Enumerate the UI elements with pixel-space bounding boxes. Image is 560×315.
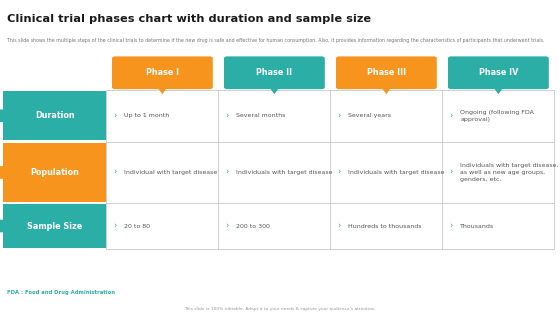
Text: ›: ›: [113, 168, 116, 177]
Circle shape: [0, 220, 12, 232]
Polygon shape: [269, 87, 279, 94]
Text: Clinical trial phases chart with duration and sample size: Clinical trial phases chart with duratio…: [7, 14, 371, 24]
Text: Phase I: Phase I: [146, 68, 179, 77]
Text: ›: ›: [225, 111, 228, 120]
FancyBboxPatch shape: [112, 56, 213, 89]
Circle shape: [0, 110, 12, 122]
Text: This slide shows the multiple steps of the clinical trials to determine if the n: This slide shows the multiple steps of t…: [7, 38, 544, 43]
Text: Phase III: Phase III: [367, 68, 406, 77]
Text: Phase IV: Phase IV: [479, 68, 518, 77]
Text: Individual with target disease: Individual with target disease: [124, 170, 218, 175]
Text: ›: ›: [449, 221, 452, 231]
Circle shape: [0, 167, 12, 178]
Polygon shape: [493, 87, 503, 94]
Text: Ongoing (following FDA
approval): Ongoing (following FDA approval): [460, 110, 534, 122]
Text: Several years: Several years: [348, 113, 391, 118]
Polygon shape: [157, 87, 167, 94]
FancyBboxPatch shape: [224, 56, 325, 89]
FancyBboxPatch shape: [3, 204, 106, 248]
Text: Up to 1 month: Up to 1 month: [124, 113, 170, 118]
Text: Thousands: Thousands: [460, 224, 494, 228]
Text: ›: ›: [225, 168, 228, 177]
Text: Individuals with target disease,
as well as new age groups,
genders, etc.: Individuals with target disease, as well…: [460, 163, 559, 181]
FancyBboxPatch shape: [106, 90, 554, 249]
Text: Sample Size: Sample Size: [27, 221, 82, 231]
Text: ›: ›: [449, 168, 452, 177]
Text: ›: ›: [449, 111, 452, 120]
Text: This slide is 100% editable. Adapt it to your needs & capture your audience's at: This slide is 100% editable. Adapt it to…: [184, 307, 376, 311]
Text: Phase II: Phase II: [256, 68, 292, 77]
Text: ›: ›: [337, 168, 340, 177]
Text: Individuals with target disease: Individuals with target disease: [236, 170, 333, 175]
Text: Hundreds to thousands: Hundreds to thousands: [348, 224, 422, 228]
FancyBboxPatch shape: [448, 56, 549, 89]
Text: FDA : Food and Drug Administration: FDA : Food and Drug Administration: [7, 290, 115, 295]
Text: ›: ›: [113, 111, 116, 120]
Text: ›: ›: [113, 221, 116, 231]
FancyBboxPatch shape: [3, 91, 106, 140]
Text: Population: Population: [30, 168, 79, 177]
Text: Several months: Several months: [236, 113, 286, 118]
Polygon shape: [381, 87, 391, 94]
FancyBboxPatch shape: [3, 143, 106, 202]
Text: Duration: Duration: [35, 111, 74, 120]
Text: ›: ›: [337, 221, 340, 231]
Text: ›: ›: [225, 221, 228, 231]
Text: Individuals with target disease: Individuals with target disease: [348, 170, 445, 175]
FancyBboxPatch shape: [336, 56, 437, 89]
Text: 200 to 300: 200 to 300: [236, 224, 270, 228]
Text: ›: ›: [337, 111, 340, 120]
Text: 20 to 80: 20 to 80: [124, 224, 150, 228]
